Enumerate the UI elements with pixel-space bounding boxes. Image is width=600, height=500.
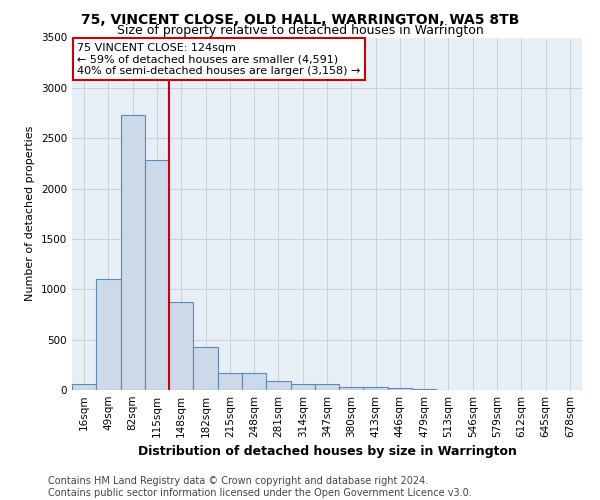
Text: Contains HM Land Registry data © Crown copyright and database right 2024.
Contai: Contains HM Land Registry data © Crown c… (48, 476, 472, 498)
Bar (290, 384, 315, 390)
Bar (72, 384, 96, 390)
Bar (169, 302, 193, 390)
Bar (193, 346, 218, 390)
Bar (242, 374, 266, 390)
Bar (218, 373, 242, 390)
Bar (145, 160, 169, 390)
Bar (121, 115, 145, 390)
Bar (315, 384, 339, 390)
Text: Size of property relative to detached houses in Warrington: Size of property relative to detached ho… (116, 24, 484, 37)
Bar (96, 279, 121, 390)
Bar (412, 389, 436, 390)
Text: 75 VINCENT CLOSE: 124sqm
← 59% of detached houses are smaller (4,591)
40% of sem: 75 VINCENT CLOSE: 124sqm ← 59% of detach… (77, 43, 361, 76)
Bar (266, 381, 290, 390)
X-axis label: Distribution of detached houses by size in Warrington: Distribution of detached houses by size … (137, 446, 517, 458)
Bar (364, 388, 388, 390)
Bar (339, 387, 364, 390)
Text: 75, VINCENT CLOSE, OLD HALL, WARRINGTON, WA5 8TB: 75, VINCENT CLOSE, OLD HALL, WARRINGTON,… (81, 12, 519, 26)
Bar (388, 388, 412, 390)
Y-axis label: Number of detached properties: Number of detached properties (25, 126, 35, 302)
